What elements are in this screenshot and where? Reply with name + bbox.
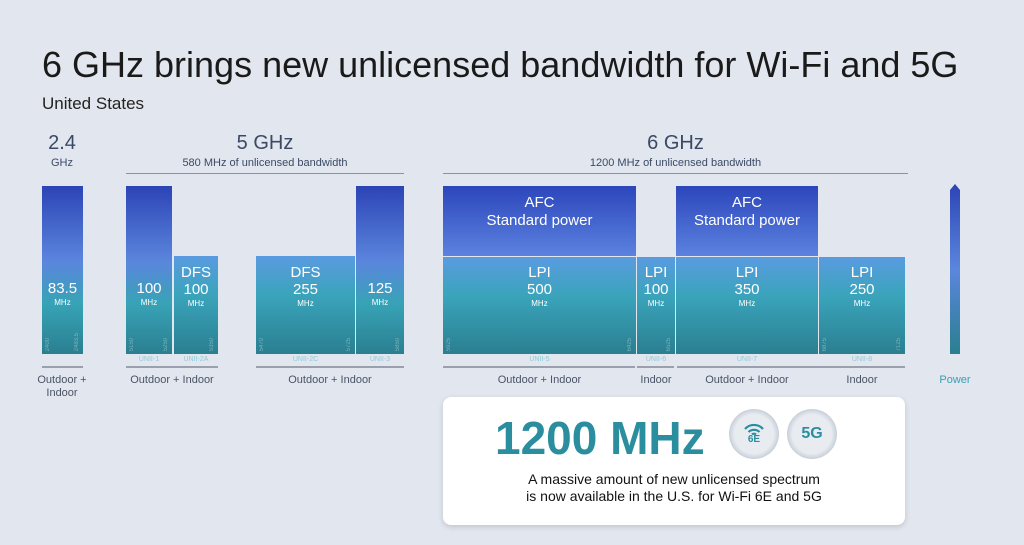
- badge-text: 5G: [801, 425, 823, 442]
- band-label: UNII-6: [645, 356, 667, 363]
- bar-value: 100: [136, 280, 162, 297]
- page-title: 6 GHz brings new unlicensed bandwidth fo…: [42, 44, 959, 85]
- bar-value: 100: [183, 281, 209, 298]
- freq-end: 5250: [163, 337, 169, 351]
- band-label: UNII-2A: [183, 356, 209, 363]
- bar-label: LPI: [528, 264, 551, 281]
- bar-value: 100: [643, 281, 669, 298]
- bar-label: LPI: [644, 264, 668, 281]
- bar-unit: MHz: [531, 299, 548, 308]
- bar-unit: MHz: [187, 299, 205, 308]
- freq-end: 5350: [209, 337, 215, 351]
- page-subtitle: United States: [42, 94, 145, 113]
- freq-start: 5925: [446, 337, 452, 351]
- freq-end: 5725: [346, 337, 352, 351]
- wifi-icon: [744, 423, 764, 435]
- bar-value: 500: [526, 281, 553, 298]
- bar-label: DFS: [290, 264, 321, 281]
- region-label: Indoor: [846, 374, 878, 386]
- bar-value: 350: [734, 281, 760, 298]
- divider: [443, 366, 635, 368]
- afc-sublabel: Standard power: [486, 212, 593, 229]
- region-label: Outdoor + Indoor: [288, 374, 372, 386]
- divider: [126, 366, 218, 368]
- bar-unit: MHz: [54, 298, 71, 307]
- bar-unii-2c: DFS 255 MHz 5470 5725: [256, 256, 355, 354]
- bar-unii-8: LPI 250 MHz 6875 7125: [819, 257, 905, 354]
- badge-text: 6E: [747, 434, 761, 445]
- region-label: Indoor: [640, 374, 672, 386]
- freq-start: 5470: [259, 337, 265, 351]
- band-label: UNII-7: [736, 356, 758, 363]
- header-6ghz: 6 GHz 1200 MHz of unlicensed bandwidth: [443, 132, 908, 169]
- bar-unit: MHz: [853, 299, 871, 308]
- description-line: A massive amount of new unlicensed spect…: [528, 471, 820, 487]
- freq-end: 7125: [896, 337, 902, 351]
- region-label: Outdoor + Indoor: [497, 374, 582, 386]
- bar-value: 255: [292, 281, 319, 298]
- header-5ghz: 5 GHz 580 MHz of unlicensed bandwidth: [126, 132, 404, 169]
- divider: [42, 366, 83, 368]
- band-label: UNII-8: [851, 356, 873, 363]
- divider: [677, 366, 905, 368]
- freq-start: 6875: [822, 337, 828, 351]
- afc-block-2: AFC Standard power: [676, 186, 818, 256]
- bar-unii-2a: DFS 100 MHz 5350: [174, 256, 218, 354]
- afc-sublabel: Standard power: [694, 212, 800, 229]
- header-big: 5 GHz: [236, 132, 294, 154]
- divider: [637, 366, 674, 368]
- bar-unit: MHz: [297, 299, 314, 308]
- afc-block-1: AFC Standard power: [443, 186, 636, 256]
- afc-label: AFC: [732, 194, 762, 211]
- power-arrow-icon: [950, 184, 960, 354]
- wifi-6e-badge: 6E: [729, 409, 779, 459]
- 5g-badge: 5G: [787, 409, 837, 459]
- freq-end: 6525: [666, 337, 672, 351]
- bar-unii-6: LPI 100 MHz 6525: [637, 257, 675, 354]
- freq-start: 5150: [129, 337, 135, 351]
- bar-label: LPI: [735, 264, 759, 281]
- divider: [126, 173, 404, 174]
- bar-unii-3: 125 MHz 5850: [356, 186, 404, 354]
- band-label: UNII-3: [369, 356, 391, 363]
- header-small: 1200 MHz of unlicensed bandwidth: [589, 157, 762, 169]
- bar-unii-1: 100 MHz 5150 5250: [126, 186, 172, 354]
- band-label: UNII-1: [138, 356, 160, 363]
- bar-label: DFS: [181, 264, 211, 281]
- header-small: GHz: [51, 157, 73, 169]
- power-label: Power: [939, 374, 971, 386]
- bar-unit: MHz: [647, 299, 665, 308]
- bar-label: LPI: [850, 264, 874, 281]
- bar-value: 125: [367, 280, 393, 297]
- band-label: UNII-2C: [292, 356, 319, 363]
- header-2-4ghz: 2.4 GHz: [36, 132, 88, 169]
- headline: 1200 MHz: [495, 412, 705, 464]
- description-line: is now available in the U.S. for Wi-Fi 6…: [526, 488, 822, 504]
- header-big: 2.4: [48, 132, 76, 154]
- freq-start: 2400: [45, 337, 51, 351]
- bar-value: 83.5: [47, 280, 78, 297]
- divider: [256, 366, 404, 368]
- summary-card: 1200 MHz 6E 5G A massive amount of new u…: [443, 397, 905, 525]
- region-label: Outdoor + Indoor: [130, 374, 214, 386]
- bar-unit: MHz: [140, 298, 158, 307]
- bar-unii-7: LPI 350 MHz: [676, 257, 818, 354]
- divider: [443, 173, 908, 174]
- bar-2-4ghz: 83.5 MHz 2400 2483.5: [42, 186, 83, 354]
- bar-value: 250: [849, 281, 875, 298]
- bar-unit: MHz: [738, 299, 756, 308]
- region-label: Outdoor + Indoor: [705, 374, 789, 386]
- band-label: UNII-5: [529, 356, 550, 363]
- afc-label: AFC: [524, 194, 555, 211]
- freq-end: 6425: [627, 337, 633, 351]
- bar-unii-5: LPI 500 MHz 5925 6425: [443, 257, 636, 354]
- bar-unit: MHz: [371, 298, 389, 307]
- header-small: 580 MHz of unlicensed bandwidth: [182, 157, 348, 169]
- region-label: Outdoor + Indoor: [37, 374, 87, 399]
- freq-end: 5850: [395, 337, 401, 351]
- card-description: A massive amount of new unlicensed spect…: [443, 471, 905, 505]
- freq-end: 2483.5: [74, 332, 80, 351]
- header-big: 6 GHz: [647, 132, 704, 154]
